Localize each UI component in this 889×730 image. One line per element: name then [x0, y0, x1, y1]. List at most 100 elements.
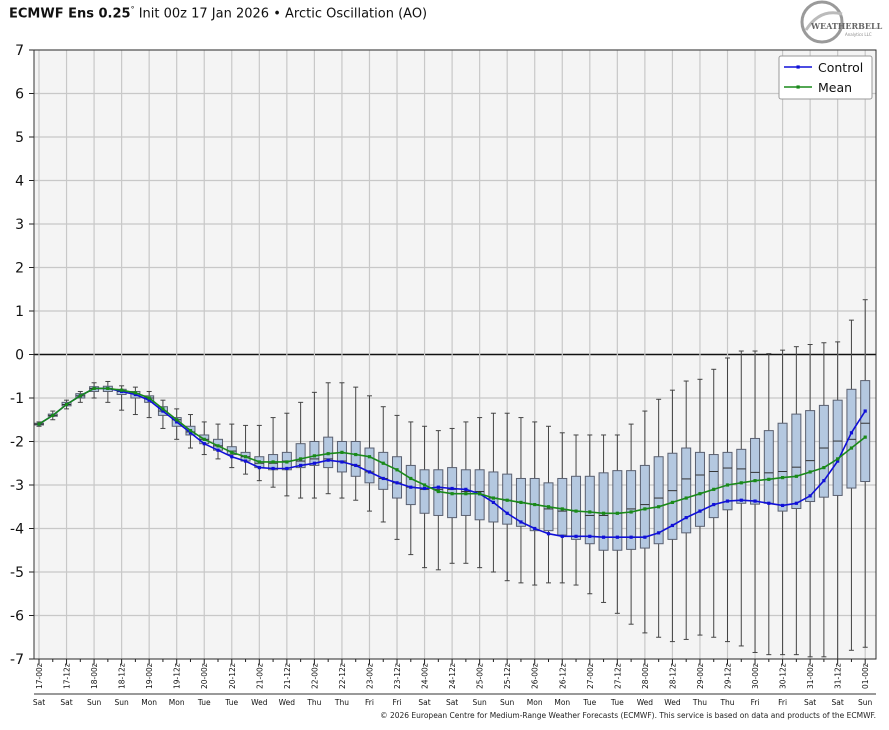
y-tick-label: 7: [15, 43, 24, 59]
mean-point: [285, 460, 289, 464]
control-point: [312, 461, 316, 465]
control-point: [643, 535, 647, 539]
mean-point: [863, 435, 867, 439]
mean-point: [202, 437, 206, 441]
ensemble-box: [309, 391, 320, 499]
box-iqr: [350, 441, 361, 477]
logo-swirl-arc: [804, 11, 843, 31]
day-label: Mon: [169, 698, 185, 707]
ensemble-box: [667, 389, 678, 643]
degree-mark: °: [130, 5, 135, 14]
y-tick-label: -4: [10, 522, 24, 538]
box-iqr: [598, 472, 609, 551]
mean-point: [684, 496, 688, 500]
mean-point: [326, 452, 330, 456]
control-point: [409, 485, 413, 489]
y-tick-label: -7: [10, 652, 24, 668]
model-name: ECMWF Ens 0.25: [9, 6, 131, 22]
control-point: [243, 459, 248, 463]
y-tick-label: -1: [10, 391, 24, 407]
ensemble-box: [639, 410, 650, 634]
day-label: Sat: [446, 698, 458, 707]
mean-point: [753, 479, 757, 483]
mean-point: [574, 509, 578, 513]
x-tick-label: 22-00z: [310, 663, 319, 689]
control-point: [175, 420, 179, 424]
control-point: [381, 476, 385, 481]
control-point: [340, 460, 344, 464]
mean-point: [216, 444, 220, 448]
mean-point: [519, 500, 523, 504]
x-tick-label: 26-12z: [558, 663, 567, 689]
day-label: Sat: [804, 698, 816, 707]
control-point: [519, 520, 523, 524]
chart-title: ECMWF Ens 0.25° Init 00z 17 Jan 2026 • A…: [9, 5, 427, 21]
y-tick-label: -3: [10, 478, 24, 494]
box-iqr: [378, 451, 389, 490]
x-tick-label: 31-00z: [806, 663, 815, 689]
control-point: [133, 392, 137, 397]
mean-point: [780, 476, 785, 480]
control-point: [849, 431, 854, 435]
x-tick-label: 23-00z: [365, 663, 374, 689]
box-iqr: [557, 477, 568, 536]
control-point: [601, 535, 606, 539]
box-iqr: [791, 413, 802, 509]
day-label: Sun: [87, 698, 102, 707]
control-point: [505, 511, 509, 515]
mean-point: [354, 452, 358, 457]
mean-point: [436, 489, 440, 494]
control-point: [464, 487, 468, 491]
ensemble-box: [419, 425, 430, 569]
box-iqr: [295, 443, 306, 469]
box-iqr: [694, 451, 705, 527]
control-point: [354, 463, 358, 468]
control-point: [491, 500, 496, 504]
day-label: Wed: [251, 698, 268, 707]
plot-frame: [33, 49, 877, 660]
box-iqr: [805, 410, 816, 503]
control-point: [230, 455, 234, 459]
control-point: [684, 516, 688, 520]
x-tick-label: 25-00z: [476, 663, 485, 689]
control-point: [780, 503, 785, 508]
legend-label-control: Control: [818, 60, 863, 75]
control-point: [808, 494, 812, 498]
mean-point: [601, 511, 606, 515]
control-point: [436, 485, 440, 489]
x-tick-label: 25-12z: [503, 663, 512, 689]
day-label: Sun: [858, 698, 873, 707]
day-label: Sun: [472, 698, 487, 707]
day-label: Fri: [778, 698, 787, 707]
y-tick-label: 0: [15, 348, 24, 364]
box-iqr: [612, 470, 623, 551]
copyright-footer: © 2026 European Centre for Medium-Range …: [380, 711, 876, 720]
mean-point: [243, 455, 248, 459]
mean-point: [230, 450, 234, 454]
mean-point: [739, 481, 743, 485]
box-iqr: [818, 404, 829, 498]
x-tick-label: 30-00z: [751, 663, 760, 689]
ensemble-box: [653, 398, 664, 638]
mean-point: [312, 454, 316, 458]
x-tick-label: 29-00z: [696, 663, 705, 689]
y-tick-label: 1: [15, 304, 24, 320]
mean-point: [560, 507, 564, 511]
mean-point: [257, 460, 261, 464]
control-point: [836, 459, 840, 463]
day-label: Fri: [751, 698, 760, 707]
mean-point: [464, 492, 468, 496]
title-bullet: •: [273, 6, 281, 22]
control-point: [725, 499, 730, 503]
x-tick-label: 18-12z: [118, 663, 127, 689]
mean-point: [147, 396, 151, 400]
mean-point: [546, 505, 551, 509]
control-point: [588, 534, 592, 538]
y-tick-label: 2: [15, 261, 24, 277]
mean-point: [533, 502, 537, 507]
control-point: [574, 534, 578, 538]
ensemble-box: [818, 342, 829, 658]
box-iqr: [392, 456, 403, 499]
